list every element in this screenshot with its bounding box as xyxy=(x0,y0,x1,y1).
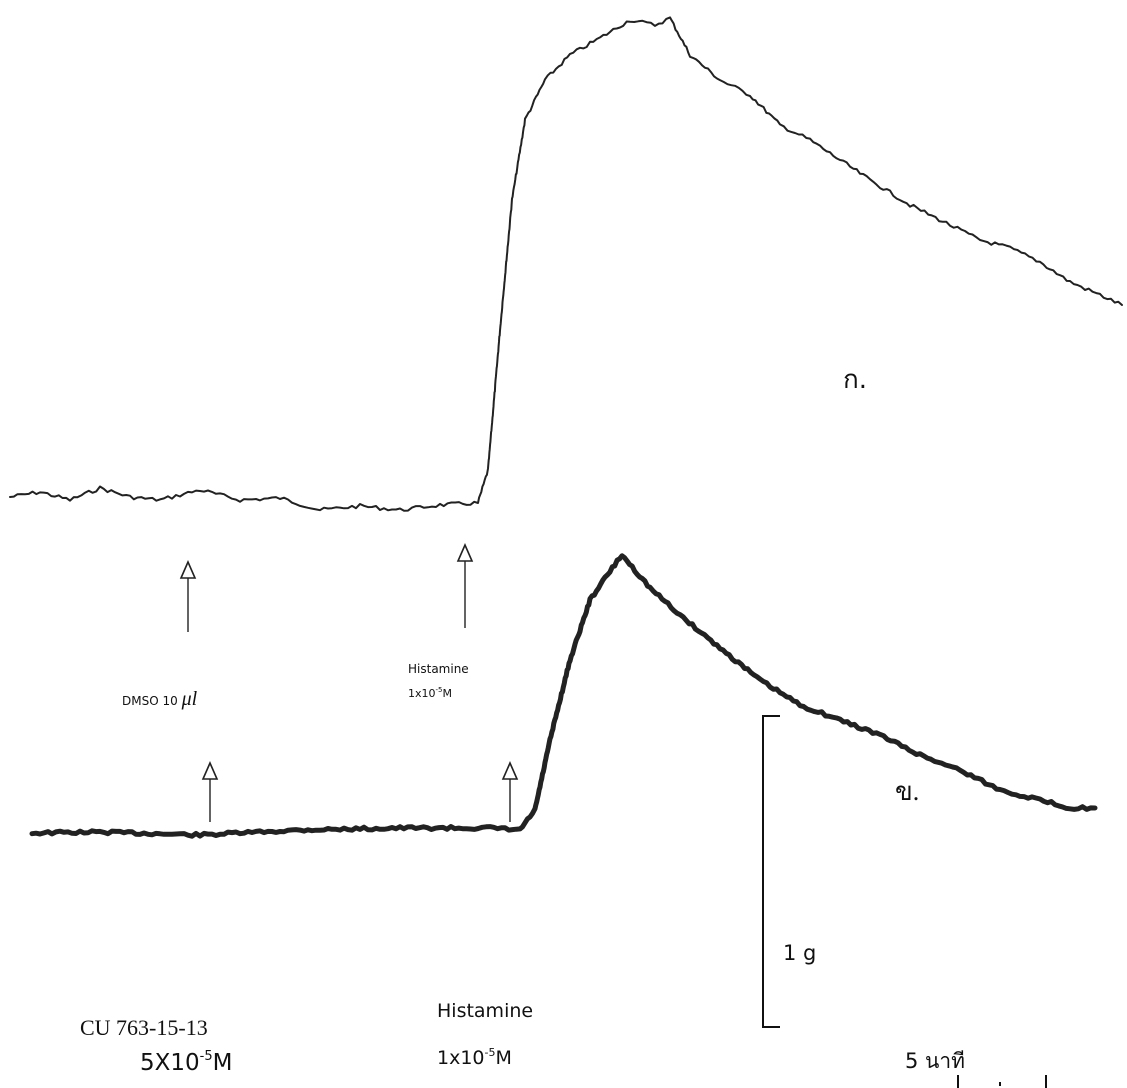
histamine-a-conc: 1x10-5M xyxy=(408,686,452,700)
arrow-dmso xyxy=(179,560,197,632)
cu-conc: 5X10-5M xyxy=(140,1049,232,1076)
trace-a xyxy=(9,16,1123,512)
trace-b xyxy=(29,553,1098,839)
scale-force-label: 1 g xyxy=(783,941,816,965)
label-a: ก. xyxy=(843,365,867,395)
histamine-b-conc: 1x10-5M xyxy=(437,1046,512,1069)
histamine-b-label: Histamine xyxy=(437,1000,533,1022)
cu-label: CU 763-15-13 xyxy=(80,1015,208,1040)
arrow-histamine-a xyxy=(456,543,474,628)
scale-bar-time xyxy=(957,1075,1047,1088)
scale-bar-force xyxy=(762,715,780,1028)
label-b: ข. xyxy=(895,777,919,806)
arrow-histamine-b xyxy=(501,761,519,822)
histamine-a-label: Histamine xyxy=(408,662,469,676)
dmso-label: DMSO 10 μl xyxy=(122,688,198,710)
arrow-cu xyxy=(201,761,219,822)
scale-time-label: 5 นาที xyxy=(905,1049,965,1073)
